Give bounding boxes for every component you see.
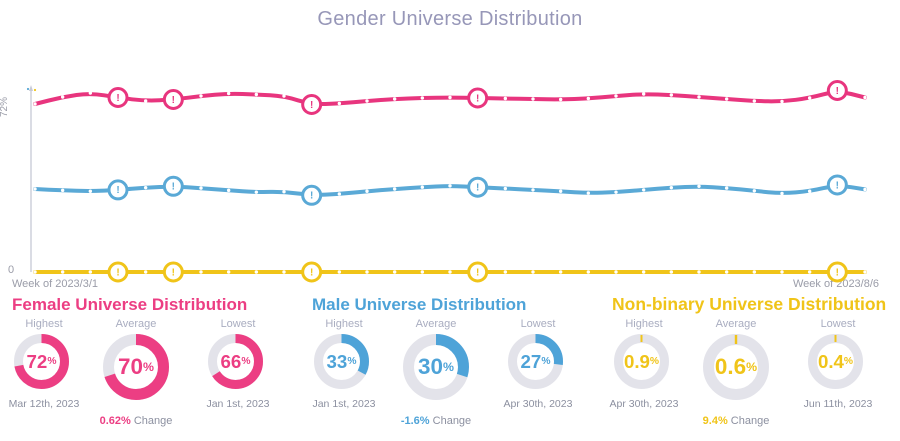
svg-text:!: ! <box>172 95 175 106</box>
svg-text:!: ! <box>116 185 119 196</box>
svg-text:!: ! <box>476 183 479 194</box>
svg-text:!: ! <box>476 93 479 104</box>
svg-text:!: ! <box>310 191 313 202</box>
svg-text:!: ! <box>172 267 175 278</box>
svg-text:!: ! <box>116 93 119 104</box>
svg-text:!: ! <box>836 267 839 278</box>
svg-text:!: ! <box>836 86 839 97</box>
svg-text:!: ! <box>172 182 175 193</box>
svg-text:!: ! <box>310 267 313 278</box>
svg-text:!: ! <box>116 267 119 278</box>
svg-text:!: ! <box>836 180 839 191</box>
svg-text:!: ! <box>310 100 313 111</box>
svg-text:!: ! <box>476 267 479 278</box>
